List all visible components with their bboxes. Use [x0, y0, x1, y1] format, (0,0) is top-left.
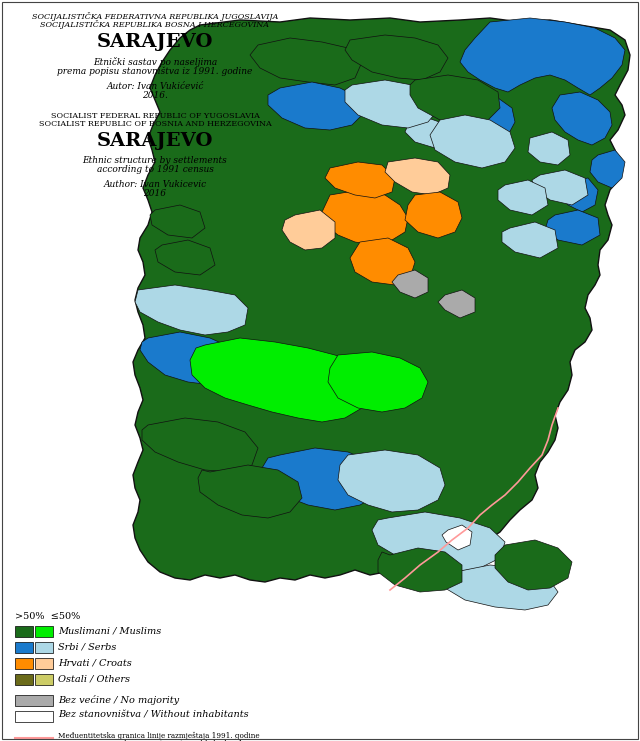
Polygon shape — [445, 135, 490, 165]
Polygon shape — [430, 115, 515, 168]
Text: according to 1991 census: according to 1991 census — [97, 165, 213, 174]
Polygon shape — [133, 18, 630, 582]
Polygon shape — [502, 222, 558, 258]
Bar — [35, 658, 53, 669]
Polygon shape — [345, 80, 438, 128]
Text: Inter-Entity Boundary Line (IEBL) established in 1995: Inter-Entity Boundary Line (IEBL) establ… — [58, 740, 257, 741]
Text: SARAJEVO: SARAJEVO — [97, 132, 213, 150]
Polygon shape — [532, 170, 588, 205]
Polygon shape — [460, 18, 625, 95]
Polygon shape — [140, 332, 238, 385]
Polygon shape — [345, 35, 448, 80]
Text: Ostali / Others: Ostali / Others — [58, 674, 130, 683]
Text: Bez većine / No majority: Bez većine / No majority — [58, 695, 179, 705]
Bar — [15, 695, 53, 706]
Text: Hrvati / Croats: Hrvati / Croats — [58, 658, 132, 667]
Text: Muslimani / Muslims: Muslimani / Muslims — [58, 626, 161, 635]
Polygon shape — [438, 290, 475, 318]
Polygon shape — [268, 82, 365, 130]
Text: Srbi / Serbs: Srbi / Serbs — [58, 642, 116, 651]
Bar — [15, 642, 33, 653]
Polygon shape — [190, 338, 370, 422]
Polygon shape — [442, 525, 472, 550]
Text: prema popisu stanovništva iz 1991. godine: prema popisu stanovništva iz 1991. godin… — [58, 66, 253, 76]
Polygon shape — [495, 540, 572, 590]
Bar — [15, 674, 33, 685]
Polygon shape — [135, 285, 248, 335]
Polygon shape — [460, 95, 515, 140]
Polygon shape — [498, 180, 548, 215]
Polygon shape — [560, 178, 598, 212]
Text: SOCIALIST FEDERAL REPUBLIC OF YUGOSLAVIA: SOCIALIST FEDERAL REPUBLIC OF YUGOSLAVIA — [51, 112, 259, 120]
Polygon shape — [155, 240, 215, 275]
Polygon shape — [372, 512, 505, 572]
Text: Međuentitetska granica linije razmještaja 1991. godine: Međuentitetska granica linije razmještaj… — [58, 732, 260, 740]
Polygon shape — [392, 270, 428, 298]
Polygon shape — [350, 238, 415, 285]
Text: Ethnic structure by settlements: Ethnic structure by settlements — [83, 156, 227, 165]
Polygon shape — [142, 418, 258, 472]
Text: Autor: Ivan Vukićević: Autor: Ivan Vukićević — [106, 82, 204, 91]
Text: Etnički sastav po naseljima: Etnički sastav po naseljima — [93, 57, 217, 67]
Polygon shape — [328, 352, 428, 412]
Polygon shape — [338, 450, 445, 512]
Text: SOCIALIST REPUBLIC OF BOSNIA AND HERZEGOVINA: SOCIALIST REPUBLIC OF BOSNIA AND HERZEGO… — [38, 120, 271, 128]
Polygon shape — [405, 192, 462, 238]
Polygon shape — [262, 448, 382, 510]
Polygon shape — [385, 158, 450, 195]
Bar — [15, 658, 33, 669]
Polygon shape — [438, 565, 558, 610]
Bar — [35, 626, 53, 637]
Text: SOCIJALISTIČKA FEDERATIVNA REPUBLIKA JUGOSLAVIJA: SOCIJALISTIČKA FEDERATIVNA REPUBLIKA JUG… — [32, 12, 278, 21]
Polygon shape — [198, 465, 302, 518]
Polygon shape — [325, 162, 395, 198]
Polygon shape — [282, 210, 335, 250]
Text: Author: Ivan Vukicevic: Author: Ivan Vukicevic — [104, 180, 207, 189]
Polygon shape — [410, 75, 500, 125]
Text: SOCIJALISTIČKA REPUBLIKA BOSNA I HERCEGOVINA: SOCIJALISTIČKA REPUBLIKA BOSNA I HERCEGO… — [40, 20, 269, 29]
Text: Bez stanovništva / Without inhabitants: Bez stanovništva / Without inhabitants — [58, 711, 248, 720]
Bar — [35, 674, 53, 685]
Bar — [35, 642, 53, 653]
Polygon shape — [552, 92, 612, 145]
Polygon shape — [528, 132, 570, 165]
Text: >50%  ≤50%: >50% ≤50% — [15, 612, 80, 621]
Bar — [15, 711, 53, 722]
Polygon shape — [590, 150, 625, 188]
Bar — [15, 626, 33, 637]
Polygon shape — [150, 205, 205, 238]
Polygon shape — [405, 118, 450, 148]
Polygon shape — [250, 38, 362, 85]
Text: 2016.: 2016. — [142, 91, 168, 100]
Text: SARAJEVO: SARAJEVO — [97, 33, 213, 51]
Polygon shape — [545, 210, 600, 245]
Polygon shape — [322, 190, 408, 245]
Text: 2016: 2016 — [143, 189, 166, 198]
Polygon shape — [378, 548, 462, 592]
